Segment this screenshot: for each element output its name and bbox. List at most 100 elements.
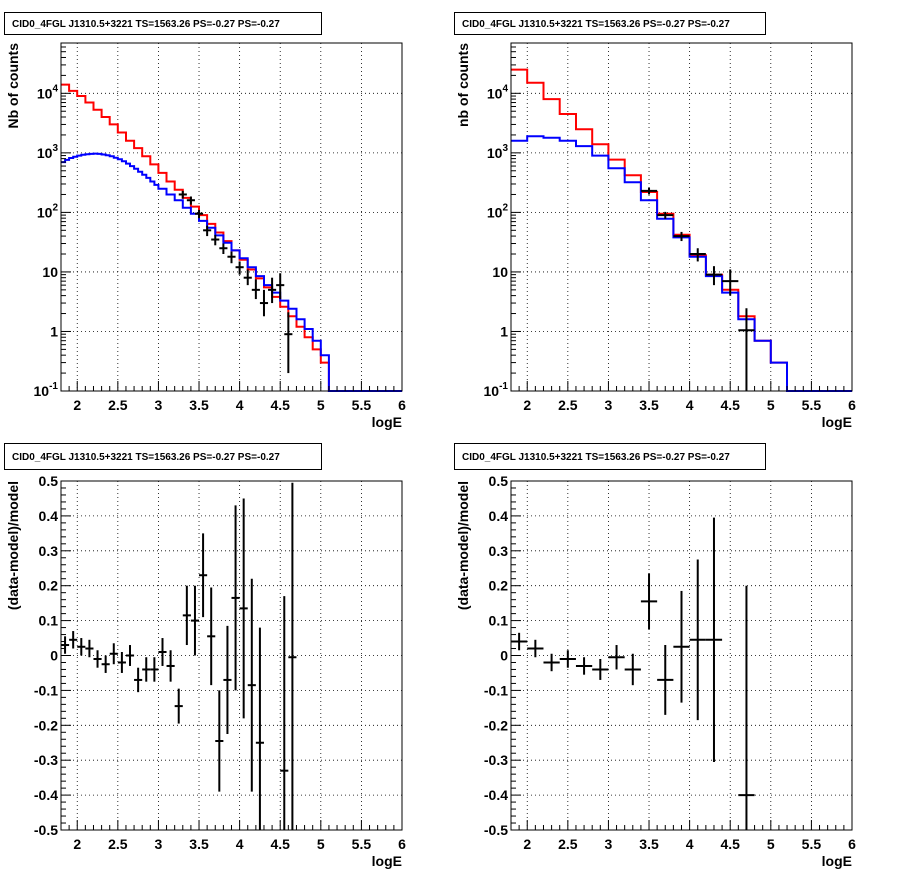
- x-tick-label: 3.5: [639, 836, 659, 852]
- y-axis-title: (data-model)/model: [5, 481, 21, 610]
- data-point: [288, 482, 297, 830]
- data-point: [117, 652, 126, 673]
- y-tick-label: 102: [37, 202, 59, 220]
- x-tick-label: 6: [848, 397, 856, 413]
- x-tick-label: 2: [523, 397, 531, 413]
- y-tick-label: 0.2: [489, 578, 509, 594]
- data-point: [134, 667, 143, 693]
- data-point: [182, 585, 191, 646]
- data-point: [624, 653, 641, 686]
- x-axis-title: logE: [372, 414, 402, 430]
- data-point: [235, 261, 244, 275]
- x-tick-label: 3.5: [639, 397, 659, 413]
- data-point: [231, 505, 240, 691]
- panel-top-right: CID0_4FGL J1310.5+3221 TS=1563.26 PS=-0.…: [454, 12, 856, 430]
- x-tick-label: 3: [155, 836, 163, 852]
- x-axis-title: logE: [822, 414, 852, 430]
- data-point: [705, 517, 723, 762]
- data-point: [101, 655, 110, 673]
- x-tick-label: 6: [848, 836, 856, 852]
- data-point: [186, 196, 195, 205]
- x-tick-label: 6: [398, 397, 406, 413]
- y-tick-label: 0.4: [489, 508, 509, 524]
- data-point: [194, 209, 204, 219]
- x-tick-label: 2.5: [558, 836, 578, 852]
- data-point: [174, 688, 183, 724]
- panel-title: CID0_4FGL J1310.5+3221 TS=1563.26 PS=-0.…: [462, 452, 730, 463]
- x-tick-label: 2.5: [558, 397, 578, 413]
- x-tick-label: 4: [686, 836, 694, 852]
- data-point: [166, 650, 175, 682]
- x-tick-label: 5: [317, 836, 325, 852]
- y-tick-label: 0.5: [489, 473, 509, 489]
- y-tick-label: 1: [50, 323, 58, 339]
- data-point: [276, 273, 285, 300]
- data-point: [211, 234, 220, 246]
- data-point: [93, 650, 102, 668]
- panel-title: CID0_4FGL J1310.5+3221 TS=1563.26 PS=-0.…: [12, 19, 280, 30]
- panel-title: CID0_4FGL J1310.5+3221 TS=1563.26 PS=-0.…: [12, 452, 280, 463]
- x-axis-title: logE: [372, 853, 402, 869]
- y-tick-label: 0.3: [489, 543, 509, 559]
- data-point: [125, 645, 135, 666]
- title-box: [454, 12, 766, 35]
- x-tick-label: 2.5: [108, 397, 128, 413]
- y-tick-label: -0.3: [34, 752, 58, 768]
- x-tick-label: 5.5: [352, 836, 372, 852]
- y-axis-title: nb of counts: [455, 43, 471, 127]
- panel-title: CID0_4FGL J1310.5+3221 TS=1563.26 PS=-0.…: [462, 19, 730, 30]
- y-tick-label: 0.4: [39, 508, 59, 524]
- data-point: [722, 269, 739, 296]
- series-0: [61, 482, 297, 830]
- data-point: [227, 251, 236, 264]
- panel-top-left: CID0_4FGL J1310.5+3221 TS=1563.26 PS=-0.…: [4, 12, 406, 430]
- data-point: [738, 585, 755, 830]
- x-tick-label: 5: [767, 397, 775, 413]
- x-tick-label: 2.5: [108, 836, 128, 852]
- data-point: [243, 269, 252, 286]
- data-point: [280, 596, 289, 830]
- data-point: [85, 639, 94, 658]
- data-point: [158, 638, 167, 666]
- title-box: [4, 443, 322, 470]
- x-tick-label: 4.5: [720, 836, 740, 852]
- x-tick-label: 2: [523, 836, 531, 852]
- data-point: [109, 643, 118, 665]
- plot-area: [61, 481, 402, 830]
- y-axis: 10-1 1 10 102 103 104 Nb of counts: [5, 42, 71, 399]
- title-box: [4, 12, 322, 35]
- data-point: [673, 590, 690, 703]
- y-tick-label: 104: [37, 83, 59, 101]
- y-axis: -0.5 -0.4 -0.3 -0.2 -0.1 0 0.1 0.2 0.3 0.4 0.5 (dat…: [5, 473, 71, 838]
- data-point: [259, 289, 269, 317]
- data-point: [527, 639, 544, 658]
- x-tick-label: 5.5: [802, 836, 822, 852]
- y-tick-label: -0.5: [484, 822, 508, 838]
- y-axis-title: Nb of counts: [5, 43, 21, 129]
- data-point: [223, 625, 232, 735]
- x-tick-label: 3: [155, 397, 163, 413]
- y-axis-title: (data-model)/model: [455, 481, 471, 610]
- x-tick-label: 3: [605, 397, 613, 413]
- y-tick-label: 0: [500, 648, 508, 664]
- data-point: [268, 277, 277, 304]
- series-2: [178, 190, 293, 374]
- data-point: [255, 627, 264, 830]
- data-point: [199, 533, 208, 618]
- data-point: [284, 312, 293, 374]
- data-point: [239, 498, 248, 719]
- data-point: [190, 585, 200, 656]
- x-tick-label: 6: [398, 836, 406, 852]
- data-point: [178, 190, 187, 199]
- y-tick-label: 10: [492, 264, 508, 280]
- data-point: [215, 690, 224, 792]
- y-tick-label: 10-1: [34, 381, 59, 399]
- y-tick-label: 0.3: [39, 543, 59, 559]
- y-tick-label: 103: [37, 143, 59, 161]
- panel-bottom-left: CID0_4FGL J1310.5+3221 TS=1563.26 PS=-0.…: [4, 443, 406, 869]
- data-point: [251, 279, 260, 300]
- x-tick-label: 4: [236, 397, 244, 413]
- y-tick-label: -0.4: [34, 787, 58, 803]
